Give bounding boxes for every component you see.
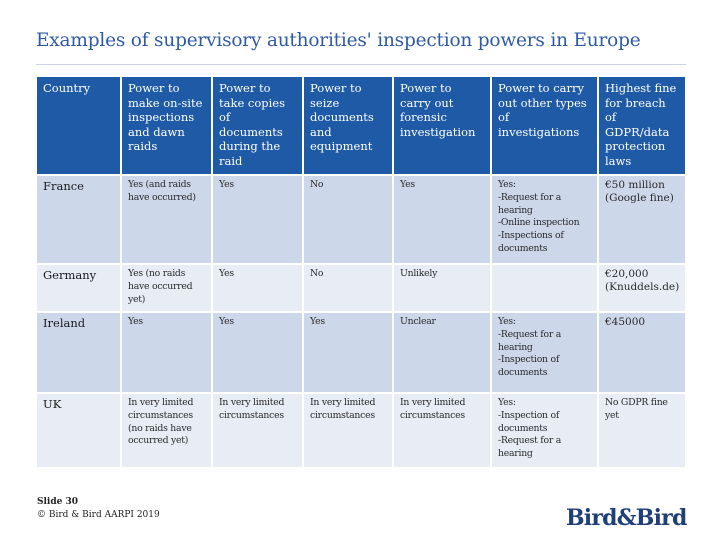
table-cell: In very limited circumstances [393,393,492,469]
table-cell: Yes (no raids have occurred yet) [121,264,213,313]
table-cell: Yes [212,264,304,313]
table-row: Ireland Yes Yes Yes Unclear Yes: -Reques… [37,312,687,394]
logo-text-left: Bird [566,505,618,531]
table-cell: Yes [212,312,304,394]
table-cell: Yes [303,312,394,394]
table-cell: In very limited circumstances (no raids … [121,393,213,469]
header-country: Country [37,77,122,176]
logo-ampersand: & [616,505,637,531]
table-row: France Yes (and raids have occurred) Yes… [37,175,687,265]
title-divider [36,64,686,65]
slide-number: Slide 30 [37,497,79,507]
header-onsite-inspections: Power to make on-site inspections and da… [121,77,213,176]
country-cell: Germany [37,264,122,313]
header-seize-documents: Power to seize documents and equipment [303,77,394,176]
country-cell: France [37,175,122,265]
fine-cell: €20,000 (Knuddels.de) [598,264,687,313]
table-cell: Unclear [393,312,492,394]
table-cell: In very limited circumstances [212,393,304,469]
header-forensic-investigation: Power to carry out forensic investigatio… [393,77,492,176]
table-cell: Yes [212,175,304,265]
table-row: Germany Yes (no raids have occurred yet)… [37,264,687,313]
logo-text-right: Bird [635,505,688,531]
table-cell: Unlikely [393,264,492,313]
table-cell: No [303,264,394,313]
header-highest-fine: Highest fine for breach of GDPR/data pro… [598,77,687,176]
table-cell: Yes [121,312,213,394]
header-take-copies: Power to take copies of documents during… [212,77,304,176]
table-cell: Yes: -Request for a hearing -Inspection … [491,312,599,394]
header-other-investigations: Power to carry out other types of invest… [491,77,599,176]
table-cell: Yes: -Inspection of documents -Request f… [491,393,599,469]
table-cell: In very limited circumstances [303,393,394,469]
inspection-powers-table: Country Power to make on-site inspection… [37,77,687,469]
table-cell: Yes [393,175,492,265]
table-cell [491,264,599,313]
copyright-notice: © Bird & Bird AARPI 2019 [37,510,160,520]
fine-cell: No GDPR fine yet [598,393,687,469]
table-cell: Yes: -Request for a hearing -Online insp… [491,175,599,265]
slide-title: Examples of supervisory authorities' ins… [36,30,641,51]
fine-cell: €50 million (Google fine) [598,175,687,265]
bird-and-bird-logo: Bird&Bird [566,505,687,531]
country-cell: UK [37,393,122,469]
table-header-row: Country Power to make on-site inspection… [37,77,687,176]
fine-cell: €45000 [598,312,687,394]
table-cell: No [303,175,394,265]
table-row: UK In very limited circumstances (no rai… [37,393,687,469]
country-cell: Ireland [37,312,122,394]
table-cell: Yes (and raids have occurred) [121,175,213,265]
